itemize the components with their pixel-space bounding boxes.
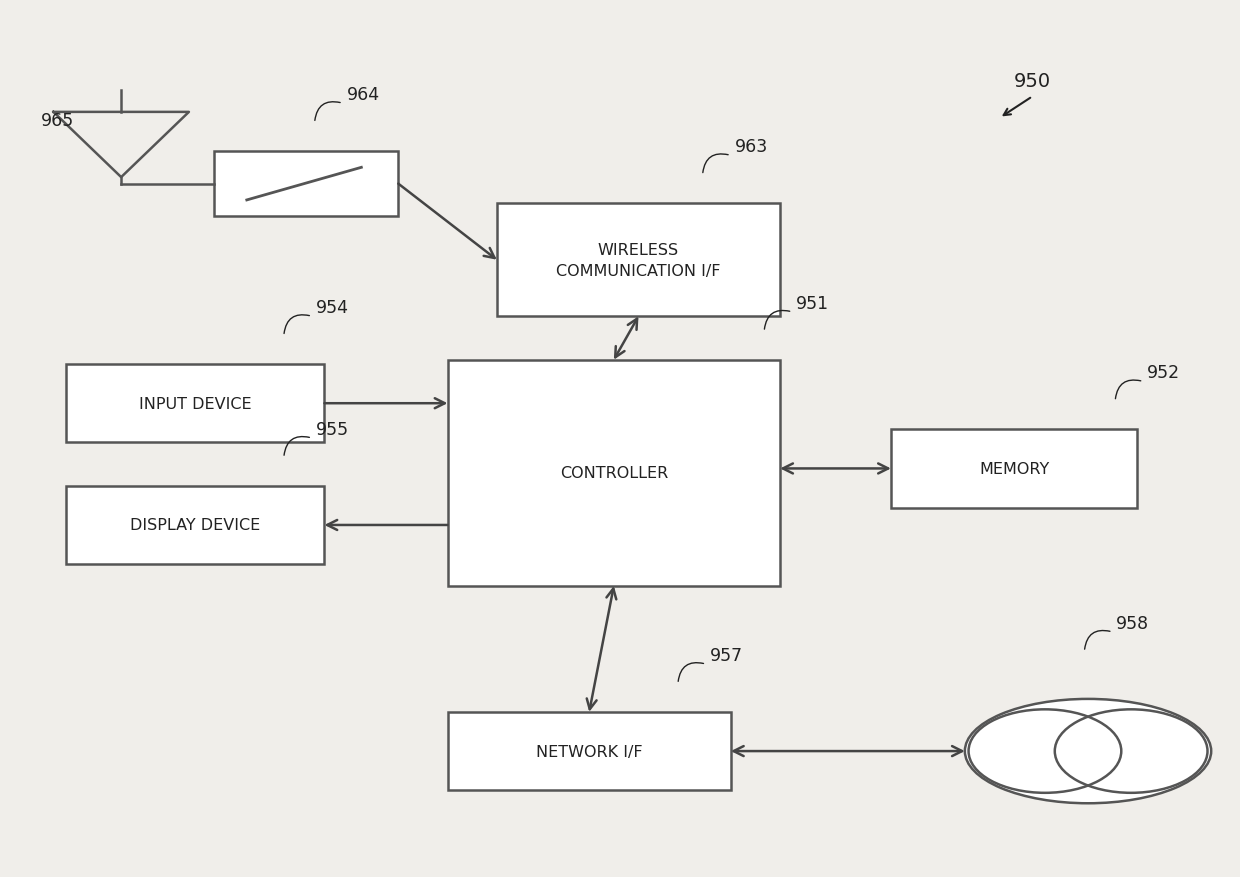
Bar [497, 204, 780, 317]
Bar [213, 152, 398, 217]
Bar [66, 365, 325, 443]
Text: 957: 957 [711, 646, 743, 665]
Text: 963: 963 [734, 139, 768, 156]
Text: NETWORK I/F: NETWORK I/F [536, 744, 642, 759]
Text: DISPLAY DEVICE: DISPLAY DEVICE [130, 518, 260, 533]
Text: 965: 965 [41, 112, 74, 130]
Text: 964: 964 [346, 86, 379, 104]
Text: 952: 952 [1147, 364, 1180, 382]
Text: 958: 958 [1116, 614, 1149, 632]
Bar [448, 360, 780, 586]
Text: CONTROLLER: CONTROLLER [559, 466, 668, 481]
Text: 951: 951 [796, 295, 830, 312]
Bar [892, 430, 1137, 508]
Text: 950: 950 [1014, 72, 1052, 91]
Bar [66, 486, 325, 565]
Bar [448, 712, 730, 790]
Text: MEMORY: MEMORY [980, 461, 1049, 476]
Text: INPUT DEVICE: INPUT DEVICE [139, 396, 252, 411]
Text: 955: 955 [316, 420, 348, 438]
Text: 954: 954 [316, 299, 348, 317]
Text: WIRELESS
COMMUNICATION I/F: WIRELESS COMMUNICATION I/F [557, 242, 720, 278]
Ellipse shape [965, 699, 1211, 803]
